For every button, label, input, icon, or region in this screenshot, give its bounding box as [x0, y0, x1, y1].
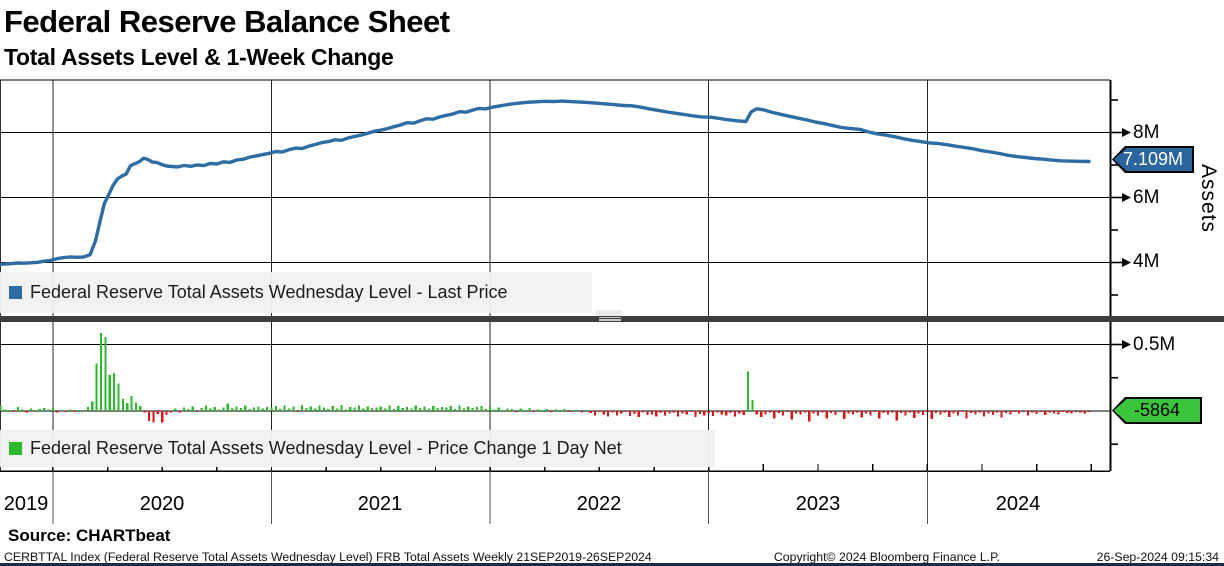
y-tick-4m: 4M [1133, 251, 1160, 272]
y-axis-title: Assets [1197, 164, 1220, 234]
last-change-flag: -5864 [1112, 397, 1202, 424]
x-label-2023: 2023 [795, 493, 841, 515]
footer-timestamp: 26-Sep-2024 09:15:34 [1096, 550, 1219, 564]
panel-splitter-tab[interactable] [596, 310, 622, 316]
x-label-2024: 2024 [995, 493, 1041, 515]
y-tick-8m: 8M [1133, 121, 1160, 143]
legend-price-change-label: Federal Reserve Total Assets Wednesday L… [30, 438, 622, 458]
x-label-2019: 2019 [3, 493, 49, 515]
footer-ticker-info: CERBTTAL Index (Federal Reserve Total As… [4, 550, 652, 564]
last-price-value: 7.109M [1122, 149, 1184, 169]
legend-last-price[interactable]: Federal Reserve Total Assets Wednesday L… [0, 272, 592, 313]
last-change-value: -5864 [1133, 400, 1181, 420]
y-tick-6m: 6M [1133, 186, 1160, 208]
x-label-2021: 2021 [357, 493, 403, 515]
page-title: Federal Reserve Balance Sheet [4, 4, 450, 39]
footer-copyright: Copyright© 2024 Bloomberg Finance L.P. [773, 550, 1001, 564]
panel-splitter-grip-icon[interactable] [599, 317, 621, 321]
page-subtitle: Total Assets Level & 1-Week Change [4, 44, 394, 70]
window-bottom-edge [0, 563, 1224, 566]
legend-last-price-label: Federal Reserve Total Assets Wednesday L… [30, 282, 508, 302]
source-label: Source: CHARTbeat [8, 526, 171, 545]
legend-price-change[interactable]: Federal Reserve Total Assets Wednesday L… [0, 430, 715, 467]
last-price-flag: 7.109M [1112, 146, 1194, 173]
x-label-2022: 2022 [576, 493, 622, 515]
legend-swatch-bar [9, 442, 22, 455]
legend-swatch-line [9, 286, 22, 299]
bar-series [0, 333, 1091, 423]
x-label-2020: 2020 [139, 493, 185, 515]
line-series [0, 99, 1091, 266]
y-tick-0-5m: 0.5M [1133, 333, 1176, 355]
